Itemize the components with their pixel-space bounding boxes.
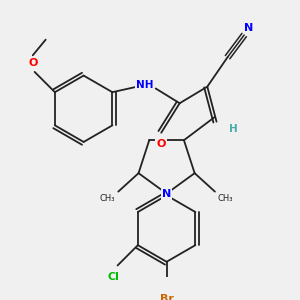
Text: N: N (244, 23, 254, 33)
Text: CH₃: CH₃ (218, 194, 233, 203)
Text: NH: NH (136, 80, 153, 90)
Text: O: O (157, 139, 166, 149)
Text: Cl: Cl (107, 272, 119, 281)
Text: CH₃: CH₃ (100, 194, 116, 203)
Text: Br: Br (160, 294, 173, 300)
Text: N: N (162, 189, 171, 199)
Text: H: H (229, 124, 238, 134)
Text: O: O (28, 58, 38, 68)
